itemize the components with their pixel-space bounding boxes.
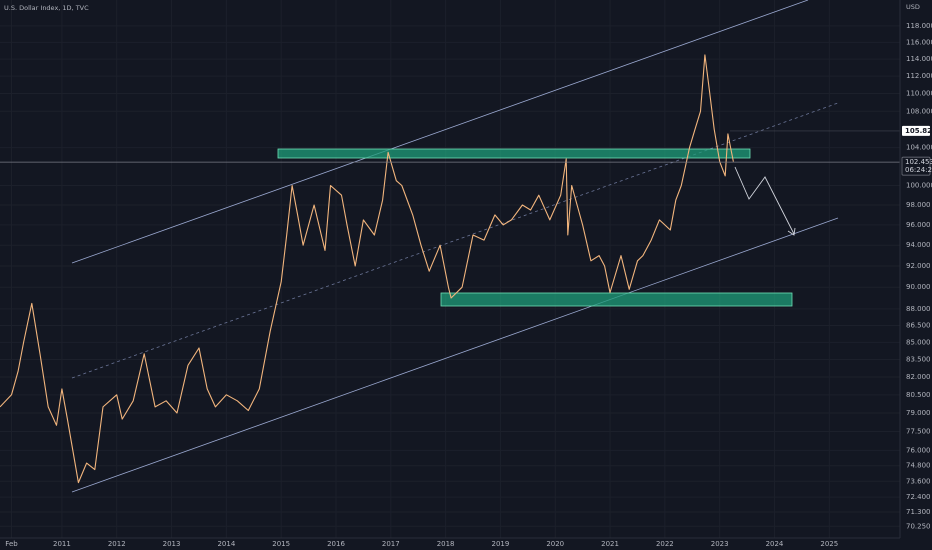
x-tick-label: 2016 xyxy=(327,540,345,548)
marker-price-box xyxy=(902,125,930,136)
x-tick-label: 2011 xyxy=(53,540,71,548)
y-tick-label: 96.000 xyxy=(906,221,931,229)
projection-arrow xyxy=(734,166,795,235)
y-tick-label: 108.000 xyxy=(906,107,932,115)
x-tick-label: 2017 xyxy=(382,540,400,548)
y-tick-label: 90.000 xyxy=(906,283,931,291)
y-tick-label: 112.000 xyxy=(906,72,932,80)
y-tick-label: 72.400 xyxy=(906,493,931,501)
price-line xyxy=(0,54,734,484)
y-tick-label: 83.500 xyxy=(906,356,931,364)
chart-title: U.S. Dollar Index, 1D, TVC xyxy=(4,4,89,12)
resistance-zone xyxy=(277,148,751,159)
y-tick-label: 118.000 xyxy=(906,22,932,30)
y-tick-label: 110.000 xyxy=(906,90,932,98)
y-tick-label: 92.000 xyxy=(906,262,931,270)
x-tick-label: 2014 xyxy=(217,540,235,548)
last-price-label: 102.453 xyxy=(905,158,932,166)
x-tick-label: 2018 xyxy=(437,540,455,548)
x-tick-label: 2013 xyxy=(163,540,181,548)
countdown-label: 06:24:26 xyxy=(905,166,932,174)
y-tick-label: 70.250 xyxy=(906,522,931,530)
price-axis xyxy=(900,0,932,550)
y-tick-label: 74.800 xyxy=(906,462,931,470)
channel-upper xyxy=(71,0,809,264)
y-tick-label: 79.000 xyxy=(906,409,931,417)
y-tick-label: 114.000 xyxy=(906,55,932,63)
y-tick-label: 88.000 xyxy=(906,305,931,313)
y-tick-label: 77.500 xyxy=(906,427,931,435)
channel-lower xyxy=(71,217,839,493)
plot xyxy=(0,54,900,484)
x-tick-label: Feb xyxy=(5,540,18,548)
y-tick-label: 82.000 xyxy=(906,373,931,381)
y-tick-label: 100.000 xyxy=(906,182,932,190)
axes: 70.250 71.300 72.400 73.600 74.800 76.000 77.5… xyxy=(5,22,932,548)
grid xyxy=(0,0,900,538)
x-tick-label: 2022 xyxy=(656,540,674,548)
x-tick-label: 2015 xyxy=(272,540,290,548)
x-tick-label: 2023 xyxy=(711,540,729,548)
y-tick-label: 86.500 xyxy=(906,321,931,329)
y-tick-label: 94.000 xyxy=(906,241,931,249)
x-tick-label: 2019 xyxy=(492,540,510,548)
x-tick-label: 2021 xyxy=(601,540,619,548)
y-tick-label: 71.300 xyxy=(906,508,931,516)
y-tick-label: 80.500 xyxy=(906,391,931,399)
arrow-head xyxy=(787,227,796,236)
support-zone xyxy=(440,292,793,307)
y-tick-label: 76.000 xyxy=(906,446,931,454)
x-tick-label: 2024 xyxy=(766,540,784,548)
last-price-box xyxy=(901,156,931,176)
y-tick-label: 104.000 xyxy=(906,144,932,152)
y-tick-label: 85.000 xyxy=(906,338,931,346)
marker-price-label: 105.822 xyxy=(905,127,932,135)
x-tick-label: 2020 xyxy=(546,540,564,548)
currency-label: USD xyxy=(906,3,920,11)
x-tick-label: 2012 xyxy=(108,540,126,548)
y-tick-label: 116.000 xyxy=(906,38,932,46)
x-tick-label: 2025 xyxy=(820,540,838,548)
y-tick-label: 73.600 xyxy=(906,477,931,485)
y-tick-label: 98.000 xyxy=(906,201,931,209)
